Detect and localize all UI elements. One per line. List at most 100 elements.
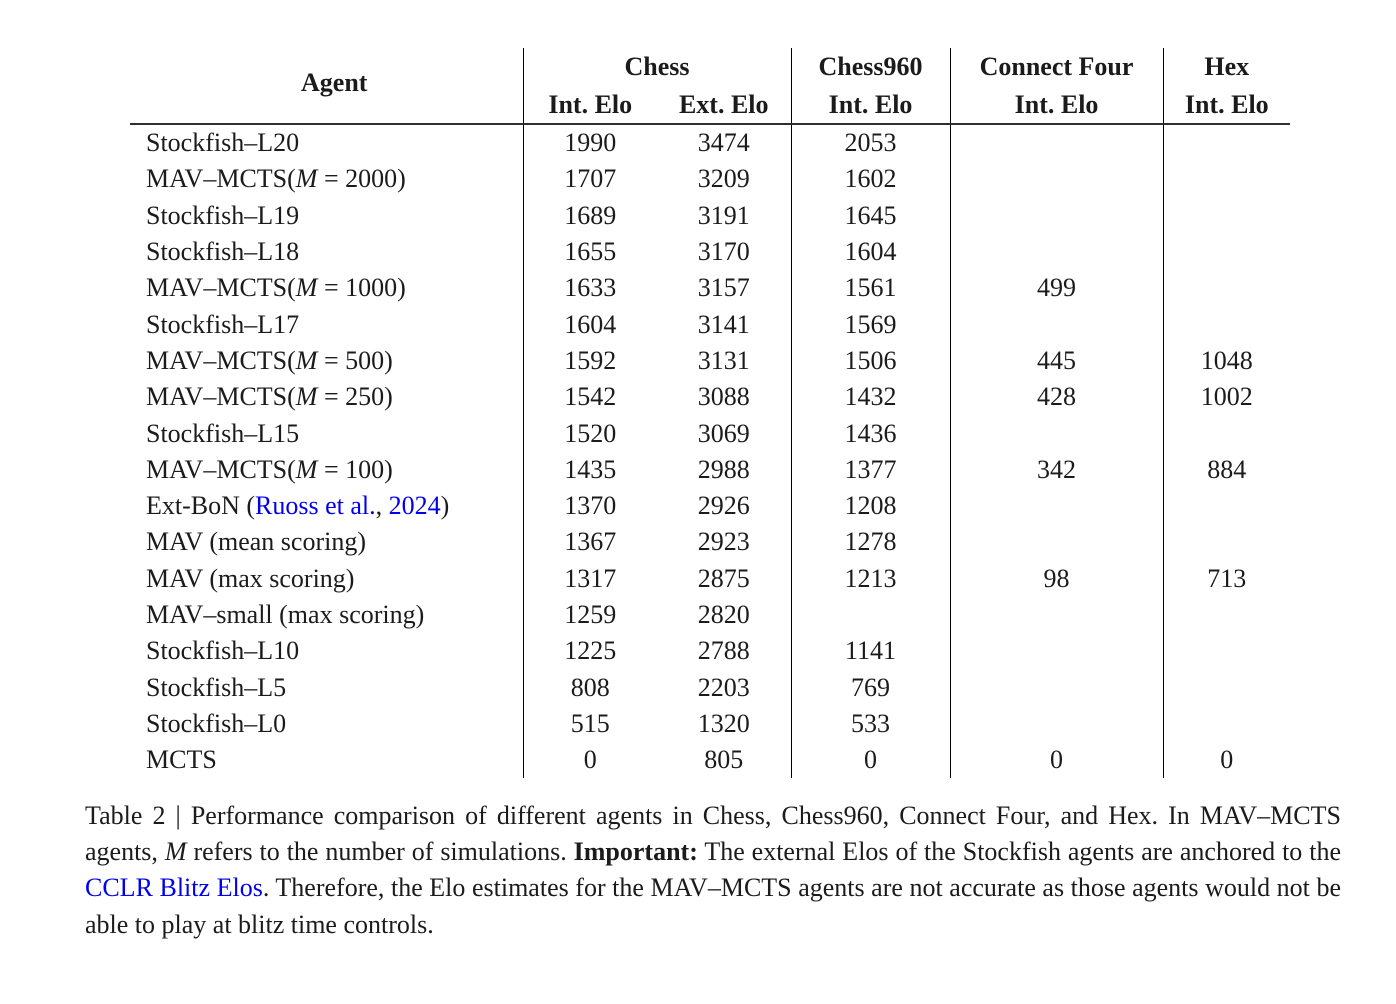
text-segment: Stockfish–L15 <box>146 418 300 448</box>
elo-value-cell <box>1162 669 1291 706</box>
agent-name-cell: MAV–MCTS(M = 500) <box>130 343 523 379</box>
text-segment: M <box>295 164 318 194</box>
elo-value-cell: 3069 <box>697 418 750 448</box>
text-segment: M <box>295 345 318 375</box>
elo-value-cell: 2926 <box>697 491 750 521</box>
elo-value-cell: 1604 <box>790 233 951 271</box>
table-row: MAV–small (max scoring) 1259 2820 <box>130 596 1291 634</box>
elo-value-cell: 3157 <box>697 273 750 303</box>
agent-name-cell: MAV–small (max scoring) <box>130 597 523 633</box>
elo-value-cell: 2203 <box>697 672 750 702</box>
elo-value-cell: 2923 <box>697 527 750 557</box>
agent-name-cell: Stockfish–L19 <box>130 198 523 234</box>
elo-value-cell: 1225 <box>522 633 657 670</box>
elo-value-cell: 1278 <box>790 524 951 561</box>
agent-name-cell: MAV–MCTS(M = 2000) <box>130 161 523 197</box>
elo-value-cell: 3141 <box>697 309 750 339</box>
header-hex-int-elo: Int. Elo <box>1162 86 1291 125</box>
header-group-hex: Hex <box>1162 48 1291 86</box>
elo-value-cell: 1435 <box>522 451 657 488</box>
table-row: MAV–MCTS(M = 500) 1592 3131 1506 445 1048 <box>130 342 1291 380</box>
text-segment: = 250) <box>317 382 393 412</box>
elo-value-cell <box>1162 306 1291 343</box>
elo-value-cell <box>1162 270 1291 307</box>
text-segment: M <box>164 837 187 867</box>
elo-value-cell: 2788 <box>697 636 750 666</box>
elo-value-cell: 1002 <box>1162 379 1291 416</box>
elo-value-cell: 1689 <box>522 197 657 234</box>
elo-value-cell: 3170 <box>697 237 750 267</box>
table-row: Ext-BoN (Ruoss et al., 2024) 1370 2926 1208 <box>130 487 1291 525</box>
elo-value-cell <box>949 415 1164 452</box>
elo-value-cell: 0 <box>1162 742 1291 779</box>
text-segment: = 500) <box>317 345 393 375</box>
elo-value-cell: 1561 <box>790 270 951 307</box>
header-connect-four-int-elo: Int. Elo <box>949 86 1164 125</box>
agent-name-cell: Stockfish–L20 <box>130 124 523 161</box>
elo-value-cell <box>1162 233 1291 271</box>
elo-value-cell <box>790 596 951 634</box>
table-row: Stockfish–L19 1689 3191 1645 <box>130 197 1291 234</box>
elo-value-cell: 1506 <box>790 342 951 380</box>
table-row: Stockfish–L5 808 2203 769 <box>130 669 1291 706</box>
elo-value-cell <box>949 306 1164 343</box>
table-row: Stockfish–L10 1225 2788 1141 <box>130 633 1291 670</box>
header-chess960-int-elo: Int. Elo <box>790 86 951 125</box>
text-segment: Stockfish–L10 <box>146 636 300 666</box>
header-group-chess960: Chess960 <box>790 48 951 86</box>
elo-value-cell: 0 <box>949 742 1164 779</box>
agent-name-cell: MCTS <box>130 742 523 778</box>
text-segment: The external Elos of the Stockfish agent… <box>697 837 1341 867</box>
elo-value-cell: 1208 <box>790 487 951 525</box>
text-segment: Stockfish–L5 <box>146 672 287 702</box>
text-segment: = 2000) <box>317 164 406 194</box>
elo-value-cell: 3474 <box>697 128 750 158</box>
elo-value-cell <box>949 596 1164 634</box>
agent-name-cell: MAV (max scoring) <box>130 561 523 597</box>
header-subrow: Int. Elo Ext. Elo Int. Elo Int. Elo Int.… <box>130 86 1291 125</box>
text-segment: MAV–small (max scoring) <box>146 600 425 629</box>
header-group-row: Agent Chess Chess960 Connect Four Hex <box>130 48 1291 125</box>
performance-table: Agent Chess Chess960 Connect Four Hex In… <box>130 48 1291 779</box>
elo-value-cell: 3088 <box>697 382 750 412</box>
elo-value-cell <box>1162 124 1291 162</box>
elo-value-cell: 2875 <box>697 563 750 593</box>
elo-value-cell: 1377 <box>790 451 951 488</box>
elo-value-cell <box>1162 705 1291 743</box>
table-body: Stockfish–L20 1990 3474 2053 MAV–MCTS(M = 20… <box>130 124 1291 779</box>
table-row: Stockfish–L0 515 1320 533 <box>130 705 1291 743</box>
table-row: MAV–MCTS(M = 1000) 1633 3157 1561 499 <box>130 270 1291 307</box>
elo-value-cell: 1370 <box>522 487 657 525</box>
elo-value-cell: 1707 <box>522 161 657 198</box>
text-segment: M <box>295 382 318 412</box>
elo-value-cell <box>949 124 1164 162</box>
text-segment: refers to the number of simulations. <box>186 837 574 867</box>
elo-value-cell: 1213 <box>790 560 951 597</box>
text-segment: Important: <box>573 837 698 867</box>
elo-value-cell <box>949 197 1164 234</box>
elo-value-cell <box>949 705 1164 743</box>
elo-value-cell <box>949 487 1164 525</box>
text-segment: Stockfish–L17 <box>146 309 300 339</box>
elo-value-cell: 3191 <box>697 200 750 230</box>
cclr-blitz-elos-link[interactable]: CCLR Blitz Elos <box>85 873 263 903</box>
agent-name-cell: Stockfish–L15 <box>130 415 523 451</box>
elo-value-cell: 342 <box>949 451 1164 488</box>
citation-link-year[interactable]: 2024 <box>388 491 441 521</box>
table-row: MAV–MCTS(M = 250) 1542 3088 1432 428 1002 <box>130 379 1291 416</box>
elo-value-cell <box>1162 633 1291 670</box>
elo-value-cell: 1542 <box>522 379 657 416</box>
agent-name-cell: MAV–MCTS(M = 250) <box>130 379 523 415</box>
table-row: Stockfish–L15 1520 3069 1436 <box>130 415 1291 452</box>
elo-value-cell: 1520 <box>522 415 657 452</box>
header-chess-int-elo: Int. Elo <box>522 86 657 125</box>
text-segment: = 1000) <box>317 273 406 303</box>
agent-name-cell: Stockfish–L5 <box>130 669 523 705</box>
elo-value-cell: 1569 <box>790 306 951 343</box>
elo-value-cell: 2988 <box>697 454 750 484</box>
text-segment: MAV–MCTS( <box>146 273 296 303</box>
citation-link-ruoss[interactable]: Ruoss et al. <box>255 491 376 521</box>
text-segment: Stockfish–L0 <box>146 708 287 738</box>
elo-value-cell <box>1162 524 1291 561</box>
